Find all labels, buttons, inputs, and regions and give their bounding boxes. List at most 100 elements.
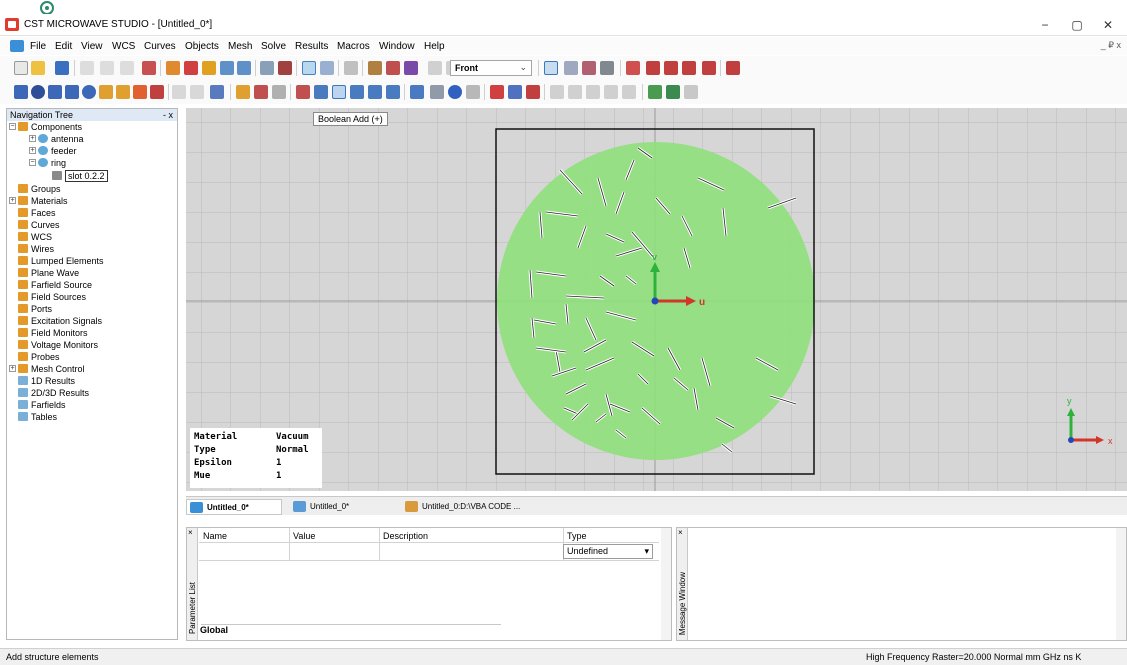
frequency-icon[interactable] bbox=[508, 85, 522, 99]
align-icon[interactable] bbox=[254, 85, 268, 99]
transform-icon[interactable] bbox=[236, 85, 250, 99]
pick-icon[interactable] bbox=[386, 61, 400, 75]
maximize-button[interactable]: ▢ bbox=[1071, 18, 1083, 32]
probe-icon[interactable] bbox=[448, 85, 462, 99]
grid-icon[interactable] bbox=[320, 61, 334, 75]
menu-file[interactable]: File bbox=[30, 41, 47, 52]
parameter-scrollbar[interactable] bbox=[661, 528, 671, 640]
macro-icon[interactable] bbox=[142, 61, 156, 75]
color-icon[interactable] bbox=[404, 61, 418, 75]
menu-mesh[interactable]: Mesh bbox=[228, 41, 253, 52]
open-folder-icon[interactable] bbox=[31, 61, 45, 75]
zoom-in-icon[interactable] bbox=[220, 61, 234, 75]
menu-window[interactable]: Window bbox=[379, 41, 415, 52]
start-simulation-icon[interactable] bbox=[648, 85, 662, 99]
zoom-out-icon[interactable] bbox=[237, 61, 251, 75]
light-icon[interactable] bbox=[428, 61, 442, 75]
column-name[interactable]: Name bbox=[203, 531, 228, 541]
tree-item-curves[interactable]: Curves bbox=[18, 219, 60, 231]
tab-schematic[interactable]: Untitled_0* bbox=[290, 499, 386, 515]
cut-plane-icon[interactable] bbox=[344, 61, 358, 75]
expand-icon[interactable]: + bbox=[29, 147, 36, 154]
collapse-icon[interactable]: − bbox=[9, 123, 16, 130]
new-icon[interactable] bbox=[14, 61, 28, 75]
boolean-insert-icon[interactable] bbox=[386, 85, 400, 99]
shading-icon[interactable] bbox=[278, 61, 292, 75]
close-icon[interactable]: × bbox=[188, 528, 193, 537]
undo-icon[interactable] bbox=[100, 61, 114, 75]
measure-angle-icon[interactable] bbox=[682, 61, 696, 75]
pick-edge-icon[interactable] bbox=[314, 85, 328, 99]
pick-point-icon[interactable] bbox=[296, 85, 310, 99]
clear-measure-icon[interactable] bbox=[702, 61, 716, 75]
tree-item-groups[interactable]: Groups bbox=[18, 183, 61, 195]
menu-view[interactable]: View bbox=[81, 41, 103, 52]
tab-vba-macro[interactable]: Untitled_0:D:\VBA CODE ... bbox=[402, 499, 532, 515]
select-icon[interactable] bbox=[166, 61, 180, 75]
export-icon[interactable] bbox=[600, 61, 614, 75]
tree-item-ring[interactable]: ring bbox=[38, 157, 66, 169]
monitor-icon[interactable] bbox=[466, 85, 480, 99]
material-icon[interactable] bbox=[368, 61, 382, 75]
lumped-element-icon[interactable] bbox=[430, 85, 444, 99]
solver-icon[interactable] bbox=[490, 85, 504, 99]
pan-icon[interactable] bbox=[202, 61, 216, 75]
wireframe-icon[interactable] bbox=[302, 61, 316, 75]
tree-item-faces[interactable]: Faces bbox=[18, 207, 56, 219]
close-icon[interactable]: × bbox=[678, 528, 683, 537]
mesh-info-icon[interactable] bbox=[604, 85, 618, 99]
tab-global[interactable]: Global bbox=[200, 625, 229, 635]
tree-item-tables[interactable]: Tables bbox=[18, 411, 57, 423]
tree-item-excitation-signals[interactable]: Excitation Signals bbox=[18, 315, 102, 327]
tree-item-field-sources[interactable]: Field Sources bbox=[18, 291, 86, 303]
tree-item-2d3d-results[interactable]: 2D/3D Results bbox=[18, 387, 89, 399]
close-button[interactable]: ✕ bbox=[1102, 18, 1114, 32]
view-select[interactable]: Front ⌄ bbox=[450, 60, 532, 76]
tree-item-farfield-source[interactable]: Farfield Source bbox=[18, 279, 92, 291]
extrude-icon[interactable] bbox=[99, 85, 113, 99]
menu-solve[interactable]: Solve bbox=[261, 41, 287, 52]
brick-icon[interactable] bbox=[14, 85, 28, 99]
mesh-view-icon[interactable] bbox=[550, 85, 564, 99]
torus-icon[interactable] bbox=[82, 85, 96, 99]
column-type[interactable]: Type bbox=[567, 531, 587, 541]
tree-item-mesh-control[interactable]: Mesh Control bbox=[18, 363, 85, 375]
reset-view-icon[interactable] bbox=[260, 61, 274, 75]
mesh-global-icon[interactable] bbox=[568, 85, 582, 99]
boolean-add-icon[interactable] bbox=[332, 85, 346, 99]
snap-icon[interactable] bbox=[726, 61, 740, 75]
menu-wcs[interactable]: WCS bbox=[112, 41, 136, 52]
mdi-controls[interactable]: _ ₽ x bbox=[1100, 40, 1121, 50]
copy-view-icon[interactable] bbox=[564, 61, 578, 75]
modeling-viewport[interactable]: u v x y bbox=[186, 108, 1127, 491]
expand-icon[interactable]: + bbox=[29, 135, 36, 142]
menu-edit[interactable]: Edit bbox=[55, 41, 73, 52]
tree-item-field-monitors[interactable]: Field Monitors bbox=[18, 327, 88, 339]
port-icon[interactable] bbox=[410, 85, 424, 99]
tab-3d-view[interactable]: Untitled_0* bbox=[186, 499, 282, 515]
tree-item-plane-wave[interactable]: Plane Wave bbox=[18, 267, 79, 279]
tree-item-wcs[interactable]: WCS bbox=[18, 231, 52, 243]
mesh-local-icon[interactable] bbox=[586, 85, 600, 99]
measure-line-icon[interactable] bbox=[646, 61, 660, 75]
save-icon[interactable] bbox=[55, 61, 69, 75]
menu-help[interactable]: Help bbox=[424, 41, 445, 52]
blend-icon[interactable] bbox=[172, 85, 186, 99]
expand-icon[interactable]: + bbox=[9, 365, 16, 372]
chamfer-icon[interactable] bbox=[190, 85, 204, 99]
fit-view-icon[interactable] bbox=[544, 61, 558, 75]
collapse-icon[interactable]: − bbox=[29, 159, 36, 166]
column-value[interactable]: Value bbox=[293, 531, 316, 541]
paste-view-icon[interactable] bbox=[582, 61, 596, 75]
rename-input[interactable]: slot 0.2.2 bbox=[65, 170, 108, 182]
cylinder-icon[interactable] bbox=[48, 85, 62, 99]
tree-item-ports[interactable]: Ports bbox=[18, 303, 52, 315]
sphere-icon[interactable] bbox=[31, 85, 45, 99]
tree-item-probes[interactable]: Probes bbox=[18, 351, 60, 363]
menu-results[interactable]: Results bbox=[295, 41, 329, 52]
parameter-sweep-icon[interactable] bbox=[684, 85, 698, 99]
tree-item-voltage-monitors[interactable]: Voltage Monitors bbox=[18, 339, 98, 351]
tree-item-antenna[interactable]: antenna bbox=[38, 133, 84, 145]
optimizer-icon[interactable] bbox=[666, 85, 680, 99]
tree-item-slot[interactable]: slot 0.2.2 bbox=[52, 170, 108, 182]
